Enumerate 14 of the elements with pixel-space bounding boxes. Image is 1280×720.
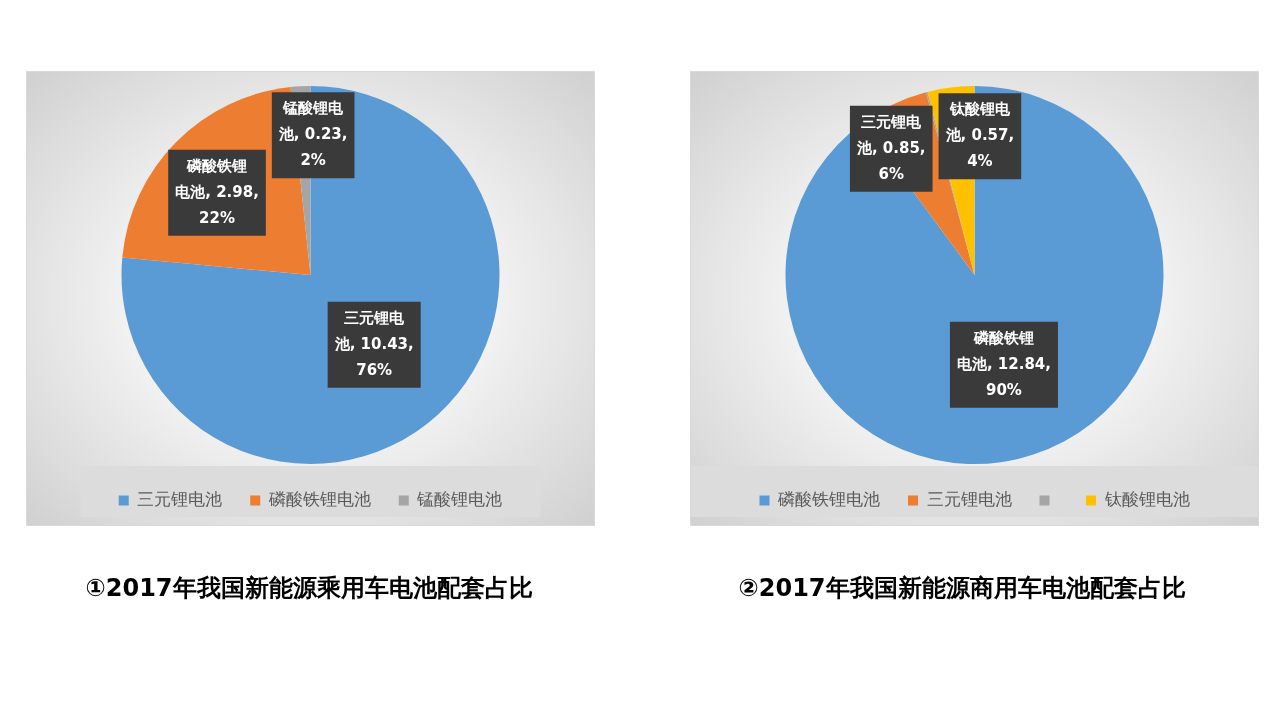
text: ②2017年我国新能源商用车电池配套占比 (737, 573, 1187, 604)
legend-label: 锰酸锂电池 (416, 488, 503, 509)
data-label: 锰酸锂电池, 0.23, 2% (277, 99, 348, 170)
data-label: 磷酸铁锂电池, 2.98, 22% (175, 156, 259, 227)
data-label: 三元锂电池, 10.43, 76% (333, 308, 414, 379)
legend-label: 磷酸铁锂电池 (267, 488, 371, 509)
data-label: 磷酸铁锂电池, 12.84, 90% (956, 328, 1051, 399)
legend-label: 三元锂电池 (137, 488, 223, 509)
legend-label: 三元锂电池 (926, 488, 1012, 509)
data-label: 三元锂电池, 0.85, 6% (855, 112, 926, 183)
legend-label: 钛酸锂电池 (1103, 488, 1190, 509)
legend-label: 磷酸铁锂电池 (777, 488, 880, 509)
data-label: 钛酸锂电池, 0.57, 4% (944, 100, 1015, 171)
text: ①2017年我国新能源乘用车电池配套占比 (84, 573, 534, 604)
